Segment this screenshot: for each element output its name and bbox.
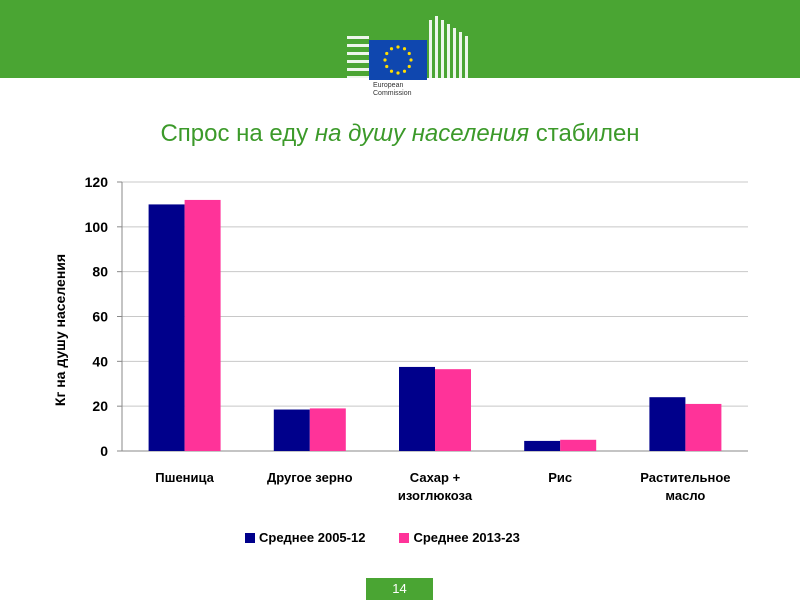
legend-label-series-1: Среднее 2005-12 xyxy=(259,530,366,545)
bar-series-2 xyxy=(560,439,597,451)
x-tick-label: Пшеница xyxy=(155,470,214,485)
slide-title: Спрос на еду на душу населения стабилен xyxy=(0,120,800,148)
eu-star-icon xyxy=(396,71,400,75)
eu-star-icon xyxy=(409,58,413,62)
y-tick-label: 60 xyxy=(92,309,108,325)
legend: Среднее 2005-12 Среднее 2013-23 xyxy=(245,530,546,545)
y-tick-label: 100 xyxy=(85,219,109,235)
bar-series-2 xyxy=(309,408,346,451)
bar-series-2 xyxy=(435,369,471,451)
x-tick-label: Сахар + изоглюкоза xyxy=(397,470,473,503)
bar-series-1 xyxy=(273,409,310,451)
logo-line-european: European xyxy=(373,82,404,89)
eu-star-icon xyxy=(389,69,394,73)
x-tick-label: Растительное масло xyxy=(640,470,731,503)
legend-item-series-2: Среднее 2013-23 xyxy=(399,530,520,545)
logo-text: European Commission xyxy=(373,82,412,98)
y-tick-label: 80 xyxy=(92,264,108,280)
eu-star-icon xyxy=(407,51,411,56)
y-tick-label: 0 xyxy=(100,443,108,459)
european-commission-logo xyxy=(347,16,468,104)
eu-star-icon xyxy=(383,58,387,62)
eu-star-icon xyxy=(389,47,394,51)
x-tick-label: Другое зерно xyxy=(267,470,353,485)
y-tick-label: 120 xyxy=(85,174,109,190)
bar-series-1 xyxy=(524,440,561,451)
eu-star-icon xyxy=(402,47,407,51)
title-part1: Спрос на еду xyxy=(160,120,315,147)
logo-line-commission: Commission xyxy=(373,90,412,97)
bar-series-2 xyxy=(184,199,221,451)
title-part3: стабилен xyxy=(529,120,640,147)
title-part2-italic: на душу населения xyxy=(314,120,530,147)
legend-swatch-series-2 xyxy=(399,532,410,543)
bar-series-2 xyxy=(685,403,722,451)
eu-star-icon xyxy=(385,64,389,69)
legend-label-series-2: Среднее 2013-23 xyxy=(413,530,520,545)
eu-star-icon xyxy=(402,69,407,73)
eu-star-icon xyxy=(407,64,411,69)
legend-swatch-series-1 xyxy=(245,532,255,543)
y-axis-label: Кг на душу населения xyxy=(52,253,68,407)
y-tick-label: 40 xyxy=(92,353,108,369)
eu-star-icon xyxy=(385,51,389,56)
legend-item-series-1: Среднее 2005-12 xyxy=(245,530,365,545)
bar-series-1 xyxy=(649,397,686,451)
bar-series-1 xyxy=(399,366,435,451)
page-number: 14 xyxy=(366,578,433,600)
x-tick-label: Рис xyxy=(548,470,573,485)
y-tick-label: 20 xyxy=(92,398,108,414)
eu-star-icon xyxy=(396,45,400,49)
bar-series-1 xyxy=(148,204,185,451)
